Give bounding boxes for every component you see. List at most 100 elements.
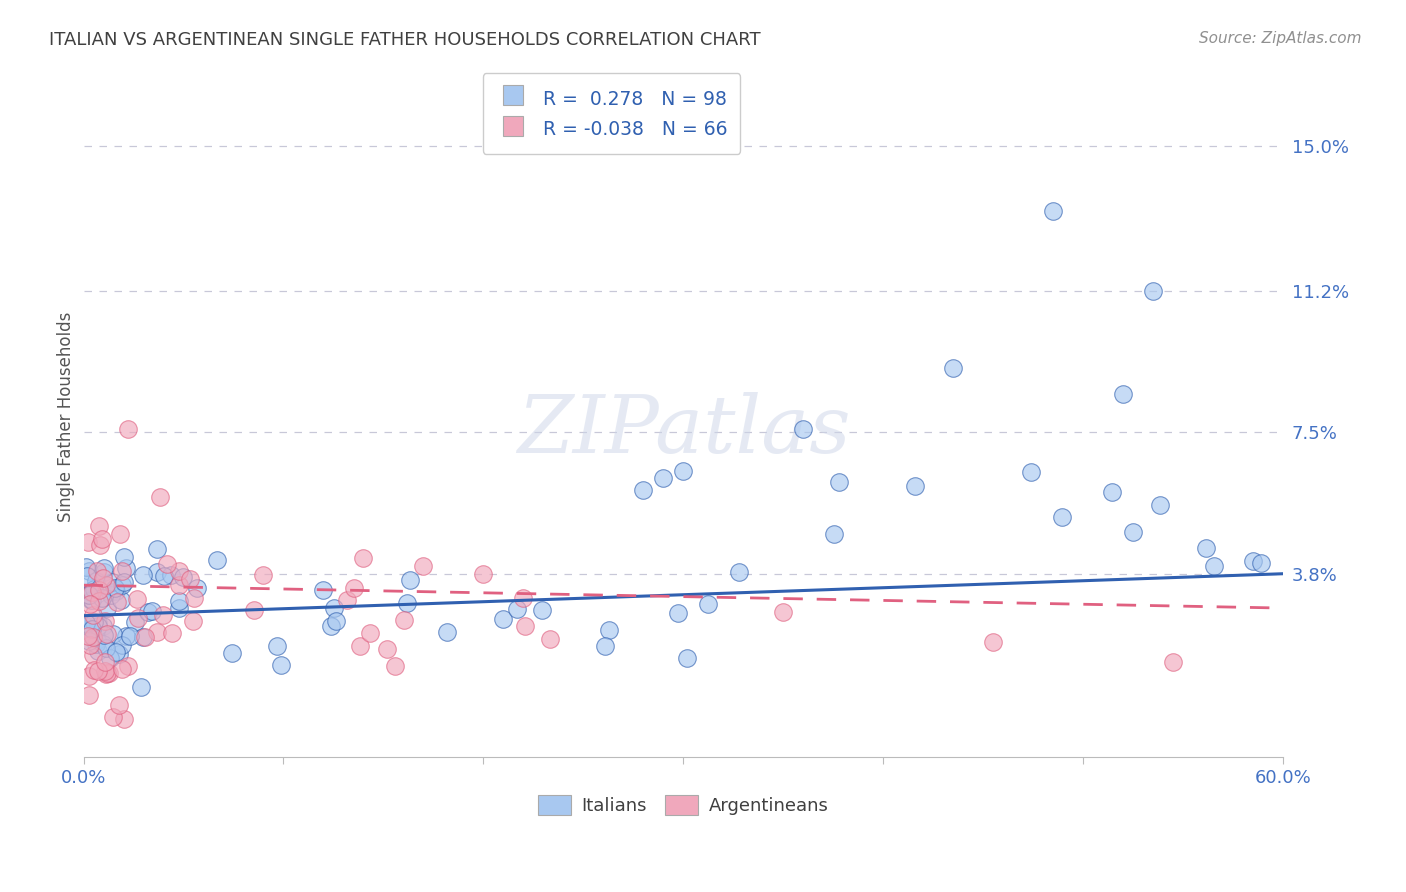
Point bbox=[823, 526, 845, 541]
Point bbox=[118, 629, 141, 643]
Point bbox=[76, 568, 98, 582]
Point bbox=[1052, 510, 1074, 524]
Point bbox=[87, 644, 110, 658]
Point bbox=[1019, 465, 1042, 479]
Point bbox=[127, 611, 149, 625]
Point bbox=[93, 618, 115, 632]
Point bbox=[83, 582, 105, 596]
Point bbox=[792, 422, 814, 436]
Point bbox=[125, 592, 148, 607]
Point bbox=[983, 635, 1005, 649]
Point bbox=[1101, 485, 1123, 500]
Point bbox=[172, 569, 194, 583]
Point bbox=[97, 665, 120, 680]
Point bbox=[117, 422, 139, 436]
Point bbox=[472, 566, 495, 581]
Point bbox=[83, 615, 105, 630]
Point bbox=[94, 615, 117, 629]
Point bbox=[146, 566, 169, 580]
Point bbox=[515, 618, 537, 632]
Point bbox=[772, 605, 794, 619]
Point bbox=[1163, 655, 1185, 669]
Point bbox=[105, 595, 128, 609]
Point bbox=[75, 616, 97, 631]
Point bbox=[156, 557, 179, 571]
Point bbox=[82, 584, 104, 599]
Point bbox=[91, 591, 114, 606]
Point bbox=[112, 574, 135, 589]
Point bbox=[1112, 387, 1135, 401]
Point bbox=[243, 602, 266, 616]
Point bbox=[107, 698, 129, 712]
Point bbox=[412, 559, 434, 574]
Point bbox=[152, 607, 174, 622]
Point bbox=[100, 589, 122, 603]
Point bbox=[80, 622, 103, 636]
Point bbox=[87, 583, 110, 598]
Point bbox=[531, 602, 554, 616]
Point bbox=[593, 639, 616, 653]
Point bbox=[186, 581, 208, 595]
Point bbox=[396, 596, 419, 610]
Point bbox=[252, 568, 274, 582]
Point bbox=[312, 583, 335, 598]
Point bbox=[104, 584, 127, 599]
Point bbox=[89, 538, 111, 552]
Point bbox=[392, 613, 415, 627]
Point bbox=[134, 630, 156, 644]
Point bbox=[110, 593, 132, 607]
Point bbox=[112, 712, 135, 726]
Point bbox=[148, 491, 170, 505]
Point bbox=[80, 592, 103, 607]
Point bbox=[94, 578, 117, 592]
Point bbox=[100, 651, 122, 665]
Point bbox=[86, 633, 108, 648]
Point bbox=[1204, 559, 1226, 574]
Point bbox=[377, 642, 399, 657]
Point bbox=[153, 569, 176, 583]
Point bbox=[94, 640, 117, 655]
Point bbox=[111, 638, 134, 652]
Point bbox=[77, 669, 100, 683]
Point bbox=[167, 577, 190, 591]
Point bbox=[101, 575, 124, 590]
Point bbox=[266, 639, 288, 653]
Point bbox=[87, 616, 110, 631]
Point bbox=[652, 471, 675, 485]
Point bbox=[103, 627, 125, 641]
Point bbox=[136, 605, 159, 619]
Point bbox=[83, 663, 105, 677]
Point bbox=[633, 483, 655, 497]
Point bbox=[79, 638, 101, 652]
Point bbox=[79, 597, 101, 611]
Point bbox=[96, 666, 118, 681]
Point bbox=[84, 574, 107, 589]
Point bbox=[111, 564, 134, 578]
Point bbox=[114, 629, 136, 643]
Point bbox=[506, 601, 529, 615]
Point bbox=[398, 573, 420, 587]
Point bbox=[114, 561, 136, 575]
Point bbox=[98, 585, 121, 599]
Point bbox=[270, 657, 292, 672]
Point bbox=[359, 626, 381, 640]
Point bbox=[169, 594, 191, 608]
Point bbox=[183, 615, 205, 629]
Point bbox=[79, 688, 101, 702]
Point bbox=[728, 565, 751, 579]
Point bbox=[75, 560, 97, 574]
Point bbox=[323, 601, 346, 615]
Point bbox=[1250, 556, 1272, 570]
Point bbox=[86, 564, 108, 578]
Point bbox=[512, 591, 534, 605]
Point bbox=[205, 553, 228, 567]
Point bbox=[1195, 541, 1218, 555]
Point bbox=[79, 627, 101, 641]
Point bbox=[124, 615, 146, 629]
Point bbox=[96, 601, 118, 615]
Point bbox=[145, 625, 167, 640]
Text: ITALIAN VS ARGENTINEAN SINGLE FATHER HOUSEHOLDS CORRELATION CHART: ITALIAN VS ARGENTINEAN SINGLE FATHER HOU… bbox=[49, 31, 761, 49]
Point bbox=[598, 623, 620, 637]
Point bbox=[82, 648, 104, 662]
Text: ZIPatlas: ZIPatlas bbox=[516, 392, 851, 469]
